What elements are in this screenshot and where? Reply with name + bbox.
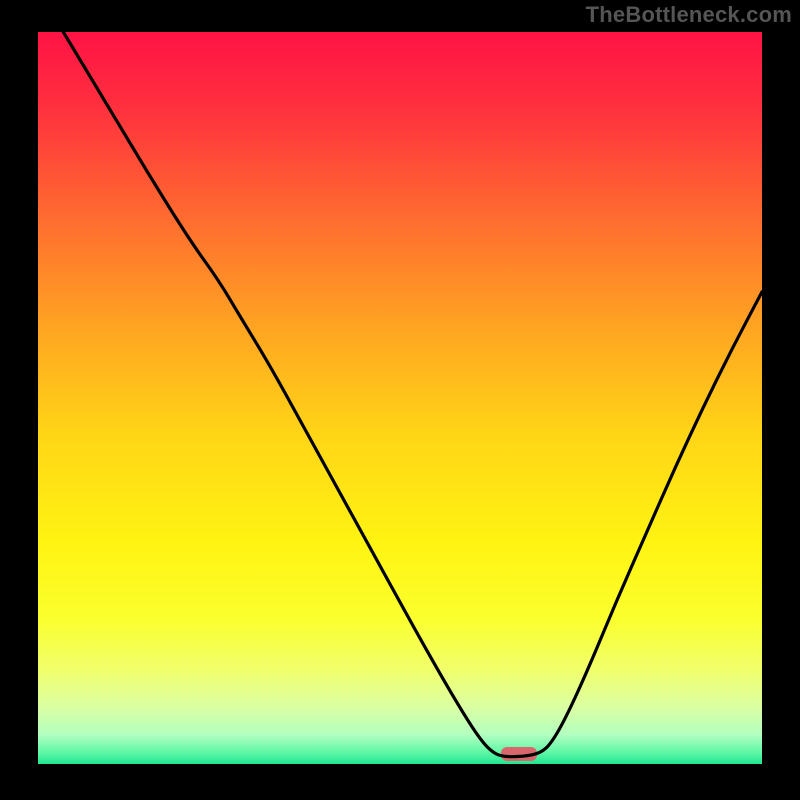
- chart-container: TheBottleneck.com: [0, 0, 800, 800]
- plot-area: [38, 32, 762, 764]
- watermark-text: TheBottleneck.com: [586, 2, 792, 28]
- bottleneck-curve: [38, 32, 762, 764]
- curve-path: [63, 32, 762, 757]
